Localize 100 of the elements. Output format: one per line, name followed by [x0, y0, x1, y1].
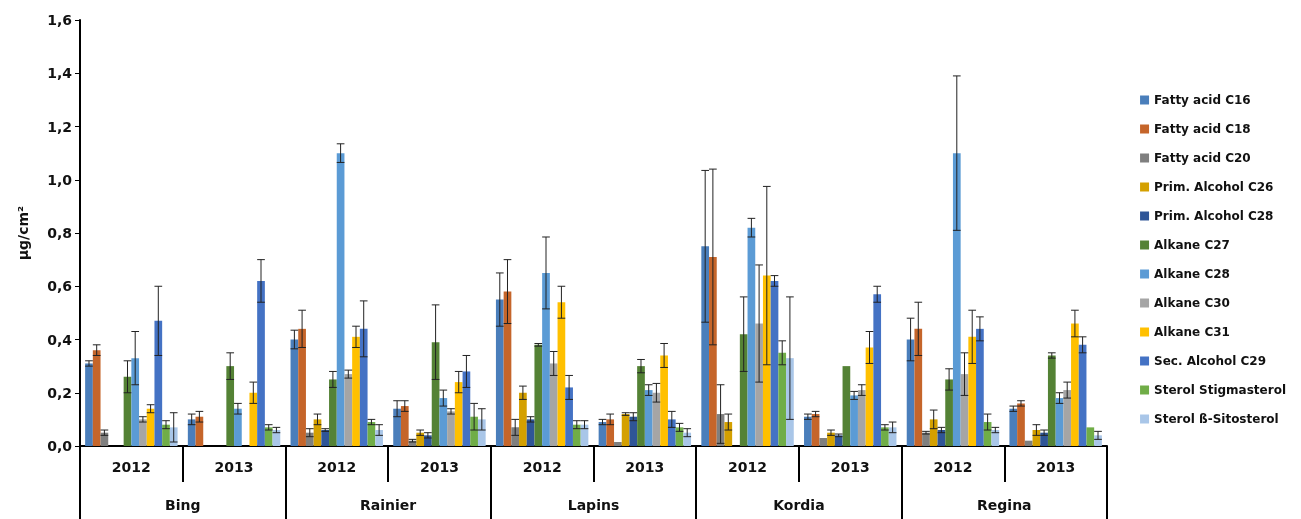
x-tick-label: 2013: [1036, 459, 1076, 475]
y-tick-label: 0,2: [47, 384, 72, 401]
bar: [534, 344, 543, 446]
bar: [572, 424, 581, 446]
bar: [1063, 390, 1072, 446]
bar: [739, 334, 748, 446]
bar: [747, 227, 756, 446]
bar: [968, 336, 977, 446]
bar: [92, 350, 101, 446]
y-tick-label: 1,0: [47, 171, 73, 188]
bar: [819, 438, 828, 446]
y-tick-label: 0,8: [47, 225, 72, 241]
bar: [857, 390, 866, 446]
bar: [359, 328, 368, 446]
y-tick-label: 0,4: [47, 331, 73, 348]
x-tick-label: 2012: [728, 459, 768, 475]
bar: [565, 387, 573, 446]
x-tick-label: 2013: [625, 459, 665, 475]
x-tick-label: 2012: [522, 459, 562, 475]
bar: [667, 419, 676, 446]
legend-label: Sec. Alcohol C29: [1154, 354, 1267, 368]
x-tick-label: 2013: [214, 459, 254, 475]
bar: [321, 430, 330, 446]
bar: [660, 355, 668, 446]
bar: [842, 366, 851, 446]
bar: [945, 379, 953, 446]
bar: [519, 392, 527, 446]
bar: [906, 339, 915, 446]
bar: [621, 414, 630, 446]
bar: [462, 371, 471, 446]
bar: [762, 275, 771, 446]
bar: [614, 442, 622, 446]
y-tick-label: 1,4: [47, 65, 73, 82]
y-tick-label: 1,6: [47, 12, 72, 28]
bar: [598, 422, 607, 446]
bar: [606, 419, 615, 446]
bar: [336, 153, 345, 446]
bar: [454, 382, 463, 446]
bar: [960, 374, 969, 446]
bar: [447, 411, 455, 446]
legend-label: Alkane C31: [1154, 325, 1230, 339]
bar: [804, 416, 812, 446]
bar: [644, 390, 653, 446]
bar: [1086, 427, 1095, 446]
bar: [1071, 323, 1079, 446]
legend-label: Fatty acid C18: [1154, 122, 1251, 136]
y-axis-title: μg/cm²: [15, 205, 31, 261]
bar: [344, 374, 353, 446]
bar: [778, 352, 787, 446]
bar: [865, 347, 874, 446]
text: Kordia: [773, 497, 825, 513]
text: Regina: [977, 497, 1032, 513]
bar: [542, 272, 550, 446]
bar: [1009, 408, 1018, 446]
legend-label: Alkane C27: [1154, 238, 1230, 252]
bar: [952, 153, 961, 446]
bar: [234, 408, 242, 446]
legend-label: Prim. Alcohol C26: [1154, 180, 1274, 194]
bar: [976, 328, 984, 446]
y-tick-label: 0,0: [47, 438, 73, 454]
x-tick-label: 2012: [933, 459, 973, 475]
bar: [991, 430, 1000, 446]
legend-label: Sterol Stigmasterol: [1154, 383, 1287, 397]
bar: [811, 414, 820, 446]
bar: [629, 416, 638, 446]
x-tick-label: 2013: [830, 459, 870, 475]
legend-label: Sterol ß-Sitosterol: [1154, 412, 1279, 426]
legend-label: Prim. Alcohol C28: [1154, 209, 1274, 223]
bar: [637, 366, 645, 446]
bar: [226, 366, 235, 446]
bar: [290, 339, 299, 446]
bar: [549, 363, 558, 446]
bar: [914, 328, 923, 446]
bar: [495, 299, 504, 446]
y-tick-label: 0,6: [47, 278, 72, 295]
bar: [1047, 355, 1056, 446]
text: Lapins: [567, 497, 620, 513]
bar: [1055, 398, 1064, 446]
bar: [123, 376, 132, 446]
text: Rainier: [360, 497, 417, 513]
bar: [187, 419, 196, 446]
bar: [367, 422, 376, 446]
bar: [329, 379, 337, 446]
bar: [1078, 344, 1087, 446]
bar: [249, 392, 258, 446]
bar: [929, 419, 938, 446]
text: Bing: [164, 497, 201, 513]
bar: [557, 302, 566, 446]
x-tick-label: 2012: [317, 459, 357, 475]
bar: [154, 320, 163, 446]
bar: [139, 419, 147, 446]
bar: [313, 419, 322, 446]
bar: [1017, 403, 1025, 446]
legend-label: Alkane C30: [1154, 296, 1230, 310]
bar: [873, 294, 882, 446]
bar: [850, 395, 858, 446]
bar: [393, 408, 401, 446]
x-tick-label: 2013: [419, 459, 459, 475]
bar: [146, 408, 155, 446]
bar: [131, 358, 140, 446]
